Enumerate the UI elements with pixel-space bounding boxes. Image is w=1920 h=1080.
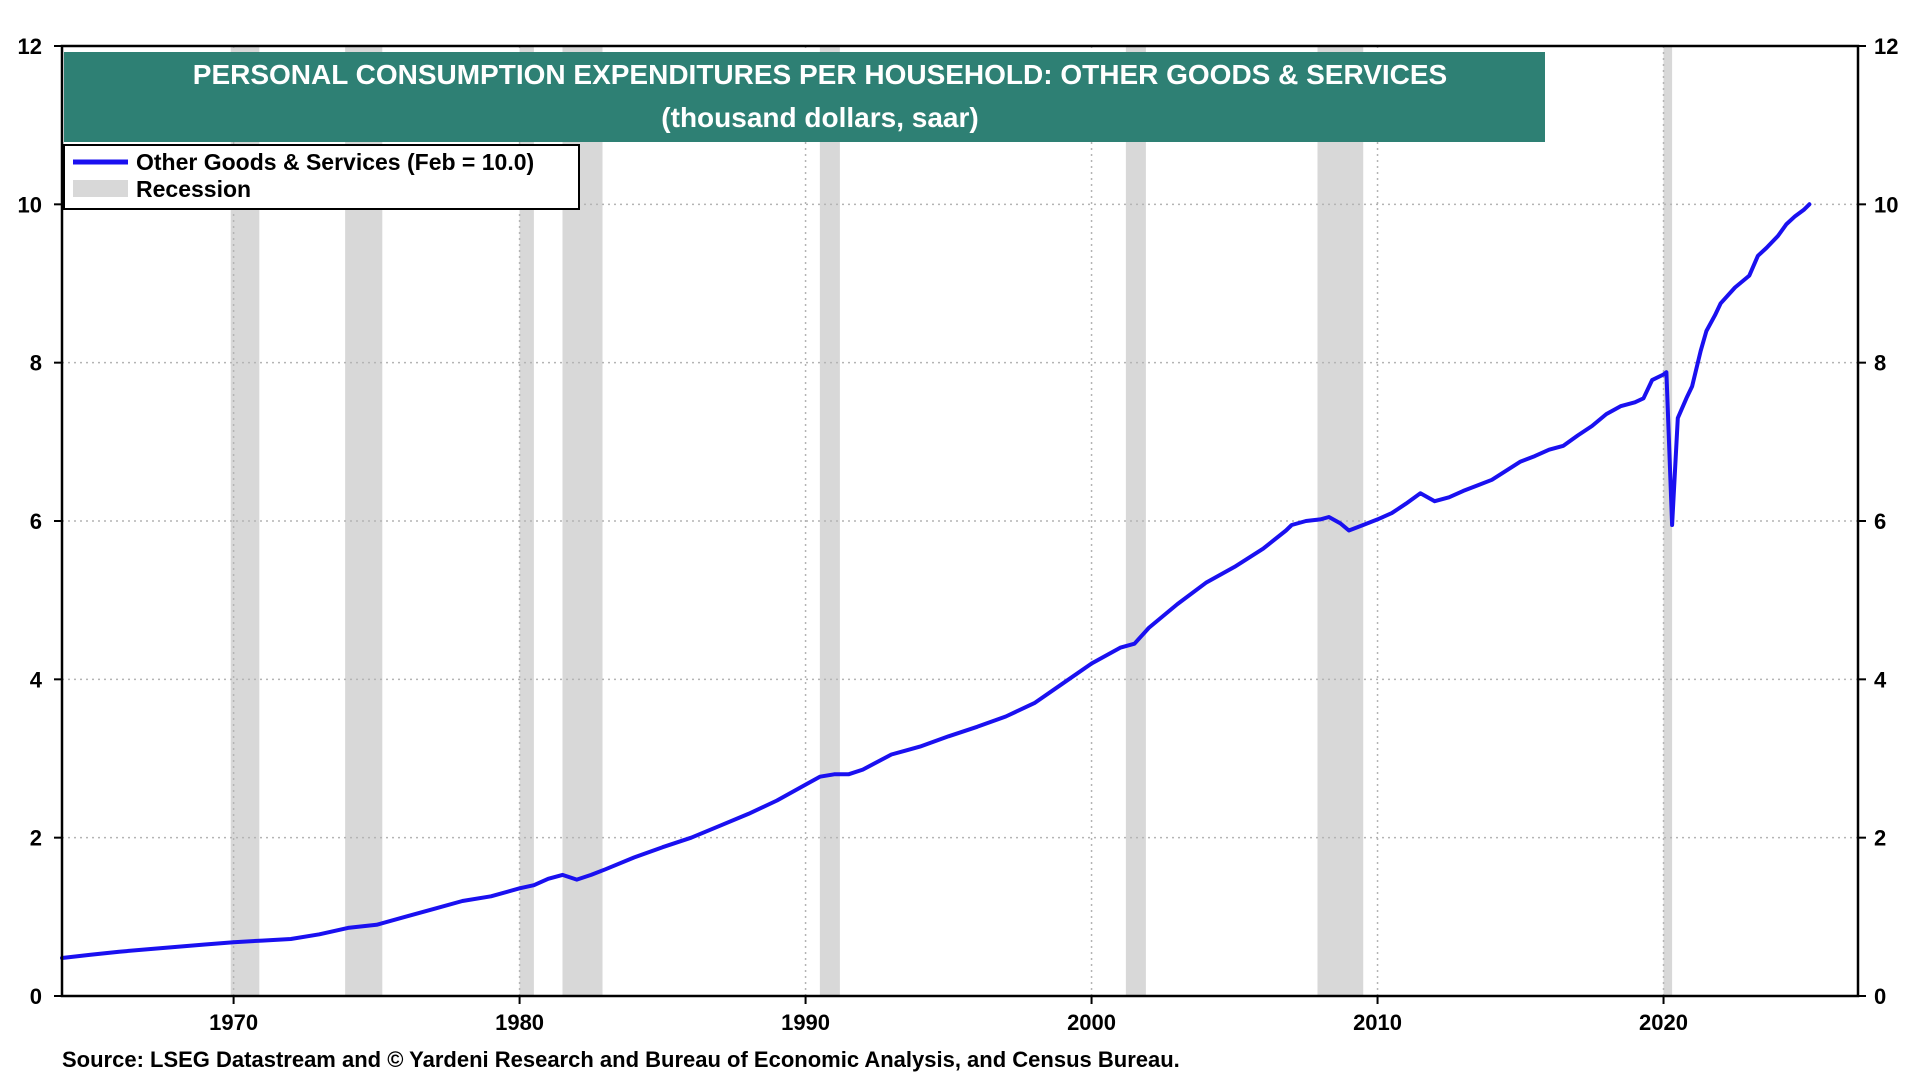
y-tick-label-right-6: 12 [1874, 34, 1898, 59]
y-tick-label-right-5: 10 [1874, 192, 1898, 217]
x-tick-label-4: 2010 [1353, 1010, 1402, 1035]
title-banner [64, 52, 1545, 142]
chart-title: PERSONAL CONSUMPTION EXPENDITURES PER HO… [193, 59, 1447, 90]
chart-subtitle: (thousand dollars, saar) [661, 102, 978, 133]
y-tick-label-right-1: 2 [1874, 826, 1886, 851]
y-tick-label-right-4: 8 [1874, 351, 1886, 376]
series-layer [60, 202, 1812, 960]
legend-recession-swatch [73, 180, 128, 197]
legend-label-series: Other Goods & Services (Feb = 10.0) [136, 149, 534, 175]
x-tick-label-2: 1990 [781, 1010, 830, 1035]
y-tick-label-left-3: 6 [30, 509, 42, 534]
legend-label-recession: Recession [136, 176, 251, 202]
x-tick-label-5: 2020 [1639, 1010, 1688, 1035]
legend: Other Goods & Services (Feb = 10.0) Rece… [63, 144, 580, 210]
recession-band-2 [519, 46, 534, 996]
y-tick-label-left-6: 12 [18, 34, 42, 59]
recession-band-7 [1663, 46, 1673, 996]
y-tick-label-left-1: 2 [30, 826, 42, 851]
y-tick-label-left-5: 10 [18, 192, 42, 217]
source-note: Source: LSEG Datastream and © Yardeni Re… [62, 1047, 1180, 1072]
recession-band-5 [1125, 46, 1146, 996]
x-tick-label-3: 2000 [1067, 1010, 1116, 1035]
x-axis: 1970 1980 1990 2000 2010 2020 [209, 996, 1688, 1035]
y-tick-label-right-2: 4 [1874, 667, 1887, 692]
y-tick-label-right-0: 0 [1874, 984, 1886, 1009]
y-axis-left: 0 2 4 6 8 10 12 [18, 34, 62, 1009]
y-axis-right: 0 2 4 6 8 10 12 [1858, 34, 1898, 1009]
y-tick-label-left-2: 4 [30, 667, 43, 692]
recession-band-4 [819, 46, 840, 996]
y-tick-label-left-0: 0 [30, 984, 42, 1009]
x-tick-label-0: 1970 [209, 1010, 258, 1035]
legend-box [63, 144, 580, 210]
y-tick-label-right-3: 6 [1874, 509, 1886, 534]
series-line-0 [60, 202, 1812, 960]
y-tick-label-left-4: 8 [30, 351, 42, 376]
x-tick-label-1: 1980 [495, 1010, 544, 1035]
